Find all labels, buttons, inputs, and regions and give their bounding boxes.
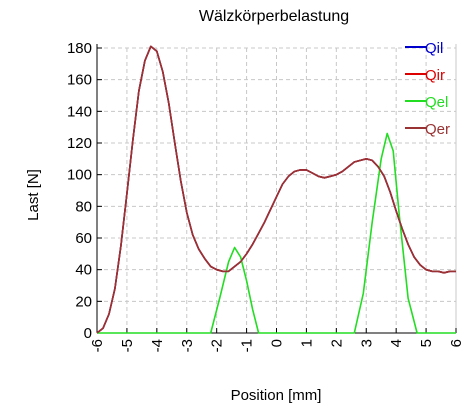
x-tick-label: 4 bbox=[388, 339, 405, 347]
x-tick-label: 6 bbox=[448, 339, 465, 347]
legend-label-qer: Qer bbox=[425, 121, 450, 138]
y-tick-label: 180 bbox=[67, 40, 92, 57]
y-tick-label: 60 bbox=[75, 230, 92, 247]
x-axis-label: Position [mm] bbox=[231, 387, 322, 404]
legend-label-qil: Qil bbox=[425, 40, 443, 57]
grid-lines bbox=[97, 44, 457, 333]
y-tick-label: 160 bbox=[67, 72, 92, 89]
x-tick-label: -1 bbox=[239, 339, 256, 352]
series-lines bbox=[96, 45, 456, 334]
x-tick-label: 1 bbox=[298, 339, 315, 347]
x-tick-label: 5 bbox=[418, 339, 435, 347]
y-tick-label: 120 bbox=[67, 135, 92, 152]
series-line-qel bbox=[97, 132, 456, 334]
legend-label-qel: Qel bbox=[425, 94, 448, 111]
x-tick-label: -3 bbox=[179, 339, 196, 352]
legend: Qil Qir Qel Qer bbox=[405, 40, 450, 138]
x-tick-label: -2 bbox=[209, 339, 226, 352]
y-axis-label: Last [N] bbox=[25, 169, 42, 221]
y-tick-label: 140 bbox=[67, 103, 92, 120]
chart-title: Wälzkörperbelastung bbox=[199, 8, 349, 25]
legend-label-qir: Qir bbox=[425, 67, 445, 84]
y-tick-label: 100 bbox=[67, 167, 92, 184]
x-tick-label: -6 bbox=[89, 339, 106, 352]
y-tick-label: 40 bbox=[75, 262, 92, 279]
tick-labels: -6 -5 -4 -3 -2 -1 0 1 2 3 4 5 6020406080100120140160… bbox=[67, 40, 465, 352]
x-tick-label: 0 bbox=[269, 339, 286, 347]
x-tick-label: 3 bbox=[358, 339, 375, 347]
x-tick-label: 2 bbox=[328, 339, 345, 347]
x-tick-label: -4 bbox=[149, 339, 166, 352]
y-tick-label: 80 bbox=[75, 198, 92, 215]
x-tick-label: -5 bbox=[119, 339, 136, 352]
series-line-qer bbox=[96, 45, 456, 334]
y-tick-label: 20 bbox=[75, 293, 92, 310]
y-tick-label: 0 bbox=[84, 325, 92, 342]
